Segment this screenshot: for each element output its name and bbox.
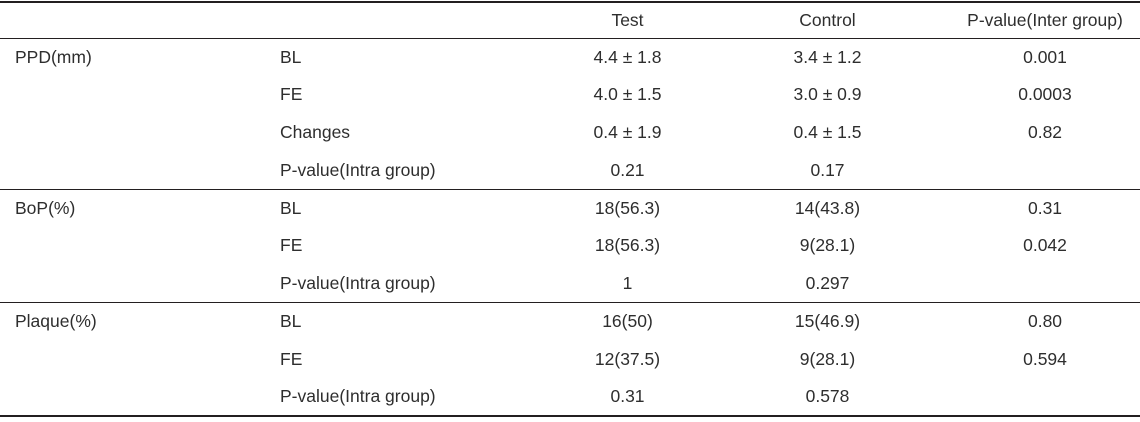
header-p-inter: P-value(Inter group) [950, 2, 1140, 39]
cell-empty [0, 151, 260, 189]
cell-p-inter-value [950, 151, 1140, 189]
cell-measure: BL [260, 188, 550, 227]
cell-control-value: 0.4 ± 1.5 [793, 121, 862, 142]
table-row: P-value(Intra group) 0.21 0.17 [0, 151, 1140, 189]
cell-empty [0, 114, 260, 152]
cell-p-inter-value [950, 265, 1140, 303]
cell-p-inter-value: 0.042 [1023, 235, 1067, 256]
cell-test-value: 18(56.3) [594, 235, 661, 256]
cell-measure: FE [280, 348, 303, 369]
table-row: Plaque(%) BL 16(50) 15(46.9) 0.80 [0, 302, 1140, 341]
table-row: Changes 0.4 ± 1.9 0.4 ± 1.5 0.82 [0, 114, 1140, 152]
cell-empty [0, 76, 260, 114]
cell-test-value: 0.21 [610, 159, 645, 180]
header-test: Test [550, 2, 705, 39]
cell-control-value: 3.4 ± 1.2 [705, 37, 950, 76]
section-label-plaque: Plaque(%) [0, 302, 260, 341]
cell-measure: P-value(Intra group) [280, 386, 436, 407]
table-row: BoP(%) BL 18(56.3) 14(43.8) 0.31 [0, 188, 1140, 227]
table-row: FE 4.0 ± 1.5 3.0 ± 0.9 0.0003 [0, 76, 1140, 114]
cell-measure: BL [260, 37, 550, 76]
cell-control-value: 15(46.9) [705, 302, 950, 341]
table-row: FE 18(56.3) 9(28.1) 0.042 [0, 227, 1140, 265]
cell-empty [0, 265, 260, 303]
table-row: PPD(mm) BL 4.4 ± 1.8 3.4 ± 1.2 0.001 [0, 37, 1140, 76]
cell-test-value: 1 [622, 272, 633, 293]
table-row: P-value(Intra group) 1 0.297 [0, 265, 1140, 303]
cell-control-value: 0.297 [805, 272, 850, 293]
cell-test-value: 0.4 ± 1.9 [593, 121, 662, 142]
cell-measure: BL [260, 302, 550, 341]
section-label-ppd: PPD(mm) [0, 37, 260, 76]
cell-control-value: 3.0 ± 0.9 [793, 84, 862, 105]
cell-empty [0, 227, 260, 265]
cell-measure: P-value(Intra group) [280, 272, 436, 293]
cell-p-inter-value: 0.0003 [1018, 84, 1072, 105]
cell-p-inter-value [950, 378, 1140, 416]
cell-test-value: 16(50) [550, 302, 705, 341]
cell-control-value: 9(28.1) [799, 348, 856, 369]
table-row: FE 12(37.5) 9(28.1) 0.594 [0, 340, 1140, 378]
cell-p-inter-value: 0.001 [950, 37, 1140, 76]
cell-p-inter-value: 0.82 [1027, 121, 1063, 142]
cell-p-inter-value: 0.80 [950, 302, 1140, 341]
table-row: P-value(Intra group) 0.31 0.578 [0, 378, 1140, 416]
cell-control-value: 14(43.8) [705, 188, 950, 227]
cell-test-value: 0.31 [610, 386, 645, 407]
cell-measure: FE [280, 84, 303, 105]
cell-measure: FE [280, 235, 303, 256]
cell-test-value: 12(37.5) [594, 348, 661, 369]
cell-p-inter-value: 0.31 [950, 188, 1140, 227]
cell-empty [0, 378, 260, 416]
cell-control-value: 0.17 [810, 159, 845, 180]
cell-control-value: 9(28.1) [799, 235, 856, 256]
cell-empty [0, 340, 260, 378]
cell-test-value: 18(56.3) [550, 188, 705, 227]
cell-measure: Changes [280, 121, 351, 142]
header-row: Test Control P-value(Inter group) [0, 2, 1140, 39]
cell-measure: P-value(Intra group) [280, 159, 436, 180]
header-control: Control [705, 2, 950, 39]
cell-p-inter-value: 0.594 [1023, 348, 1067, 369]
section-label-bop: BoP(%) [0, 188, 260, 227]
cell-control-value: 0.578 [805, 386, 850, 407]
cell-test-value: 4.4 ± 1.8 [550, 37, 705, 76]
header-parameter [0, 2, 260, 39]
header-timepoint [260, 2, 550, 39]
cell-test-value: 4.0 ± 1.5 [593, 84, 662, 105]
